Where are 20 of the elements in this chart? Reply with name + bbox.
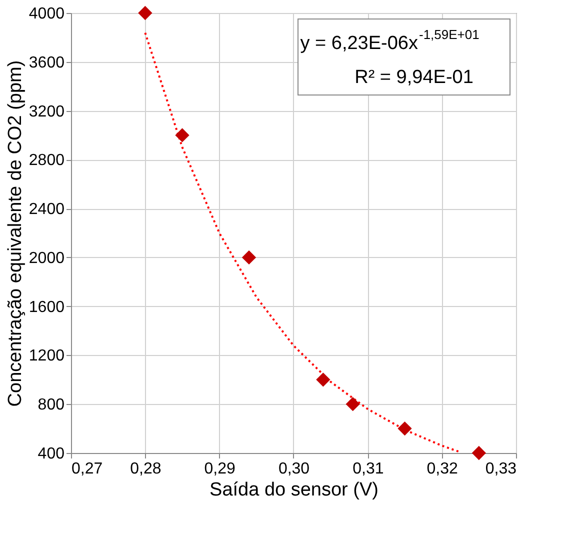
- x-tick-label: 0,29: [204, 460, 236, 478]
- y-tick-label: 3600: [28, 54, 65, 72]
- y-tick-label: 800: [38, 396, 65, 414]
- y-tick-label: 2800: [28, 152, 65, 170]
- annotation: R² = 9,94E-01: [354, 67, 474, 88]
- y-axis-title: Concentração equivalente de CO2 (ppm): [4, 60, 26, 407]
- y-tick-label: 2000: [28, 250, 65, 267]
- y-tick-label: 3200: [28, 103, 65, 120]
- y-tick-label: 4000: [28, 6, 65, 22]
- y-tick-label: 2400: [28, 201, 65, 218]
- x-tick-label: 0,27: [72, 460, 103, 478]
- x-tick-label: 0,33: [485, 460, 517, 478]
- y-tick-label: 1600: [28, 298, 65, 316]
- x-tick-label: 0,31: [352, 460, 384, 478]
- y-tick-label: 400: [38, 446, 65, 462]
- x-axis-title: Saída do sensor (V): [210, 480, 378, 500]
- x-tick-label: 0,32: [426, 460, 458, 478]
- x-tick-label: 0,28: [130, 460, 162, 478]
- y-tick-label: 1200: [28, 348, 65, 365]
- x-tick-label: 0,30: [278, 460, 310, 478]
